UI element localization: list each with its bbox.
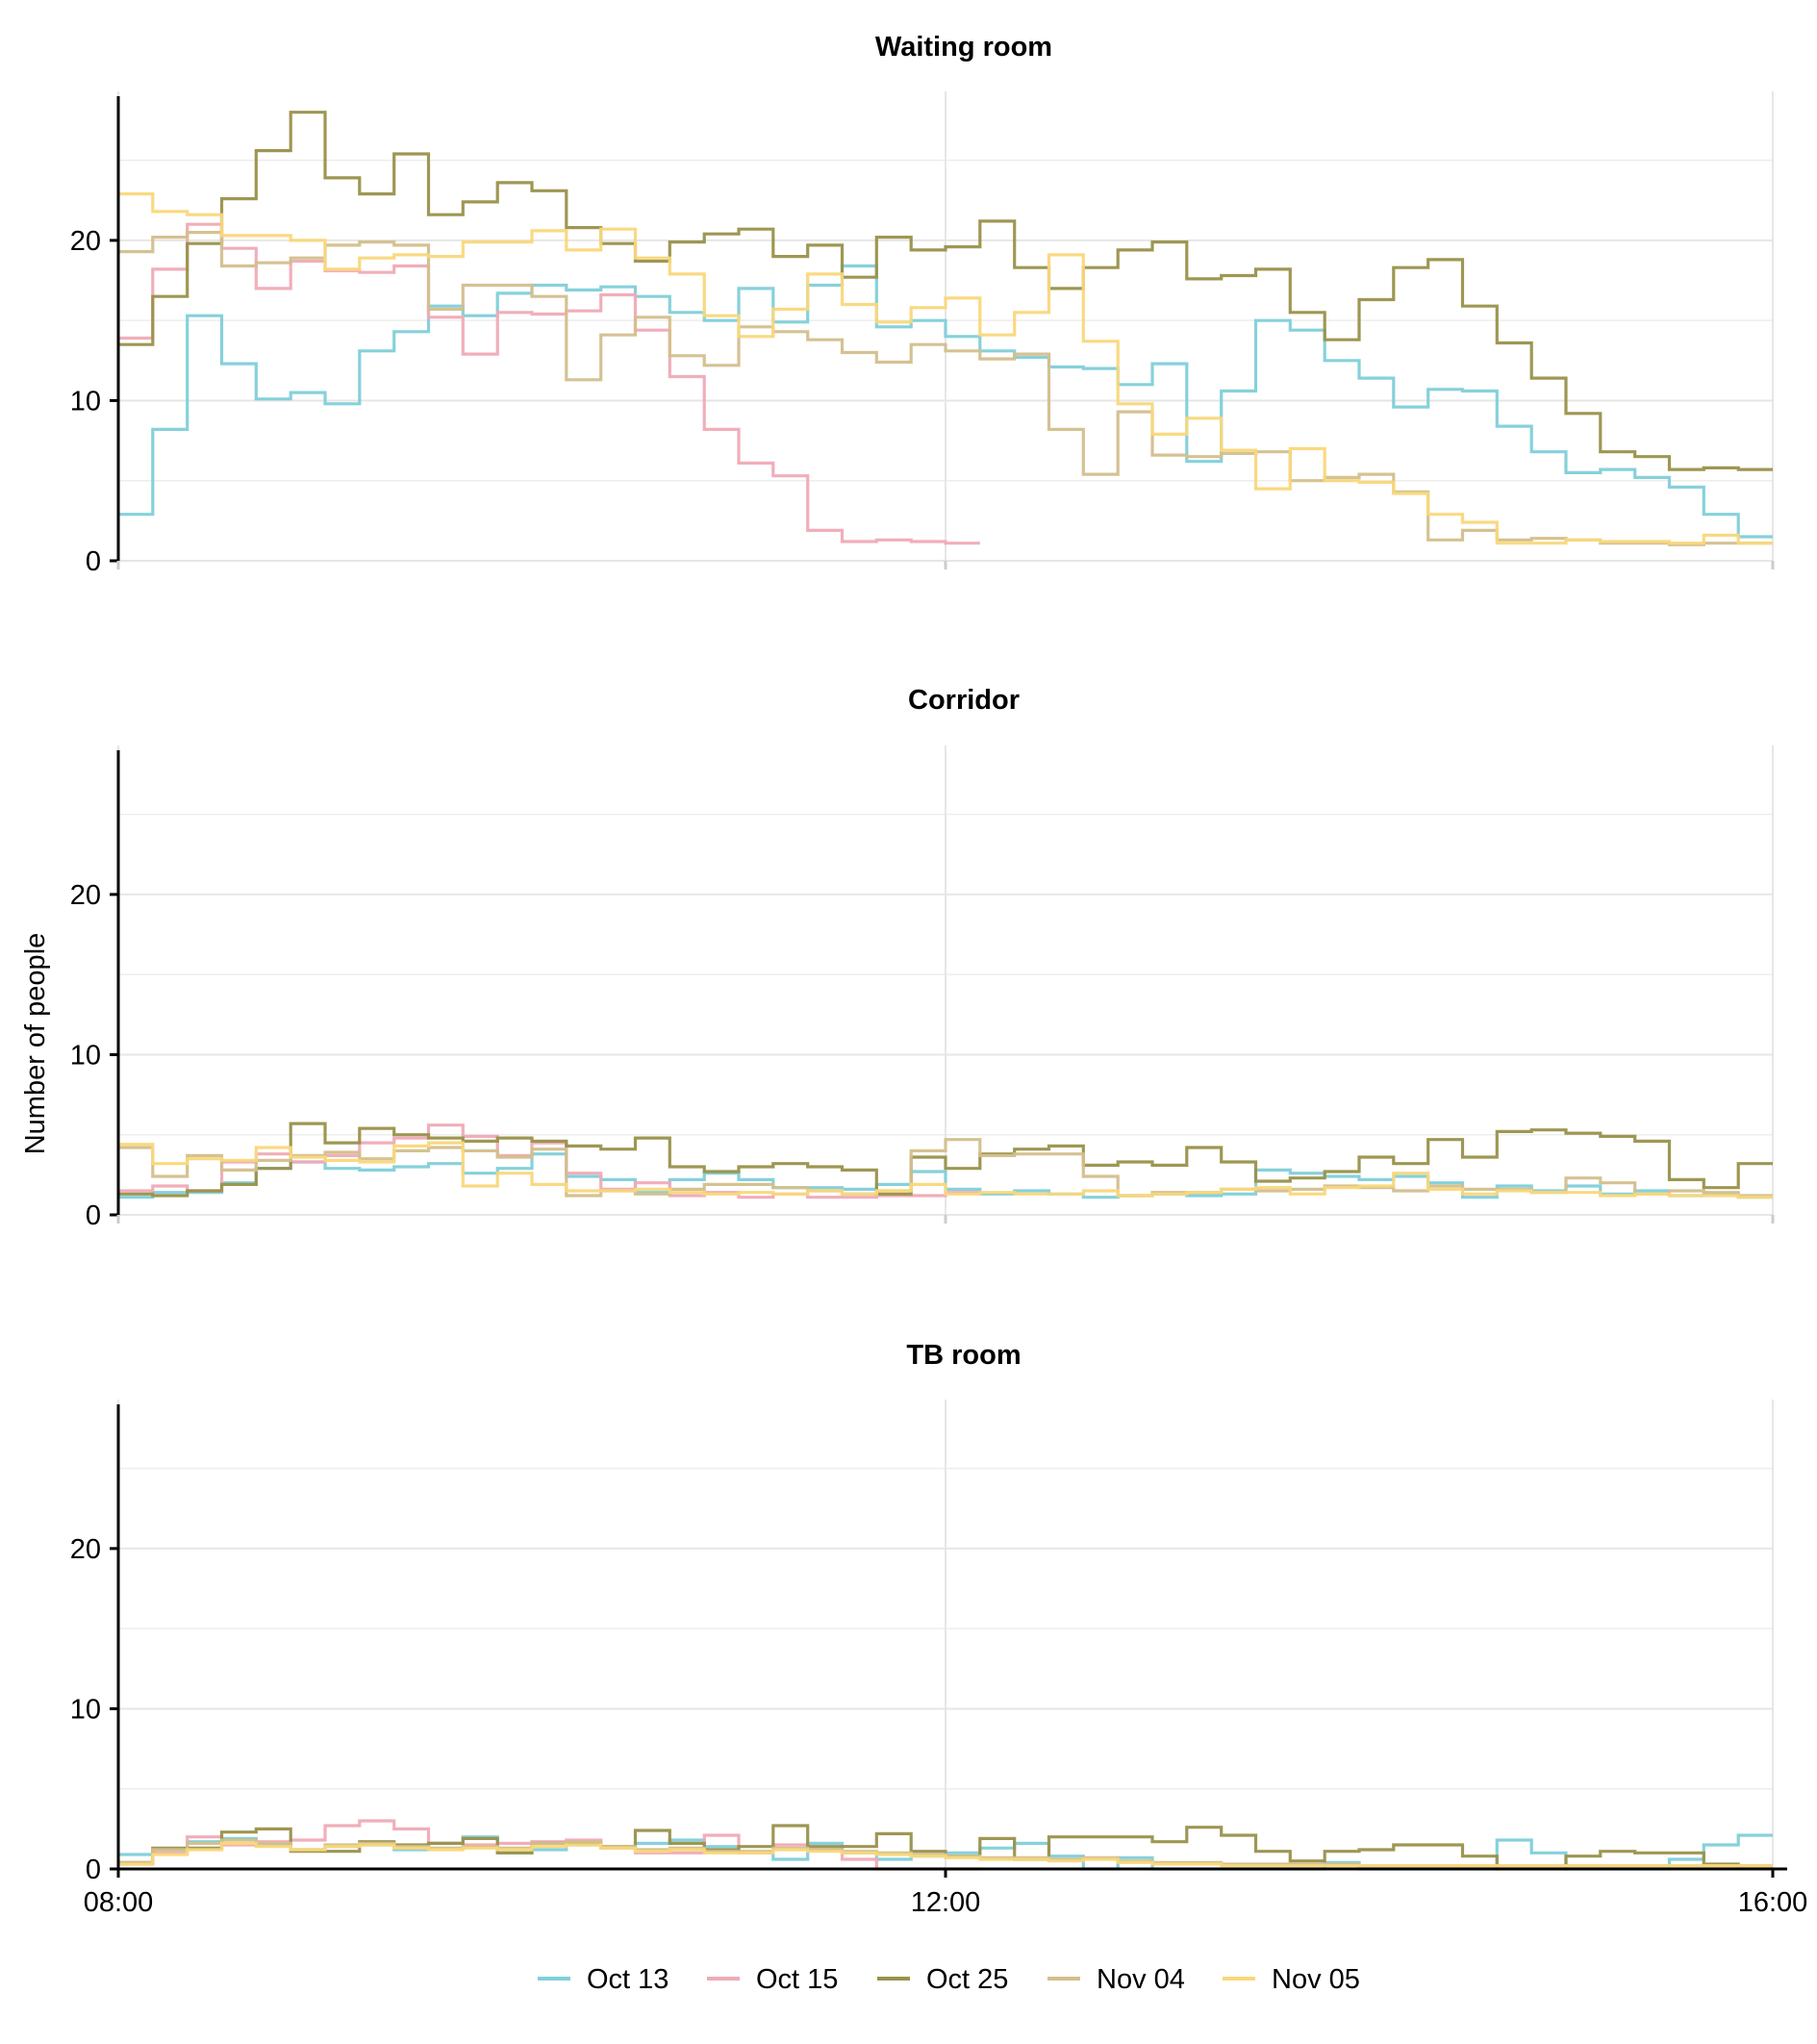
panel-title: Corridor bbox=[908, 685, 1020, 716]
legend-label: Oct 15 bbox=[756, 1964, 838, 1995]
legend-label: Oct 25 bbox=[926, 1964, 1008, 1995]
series-line-nov-05 bbox=[118, 1841, 1773, 1868]
y-axis-label: Number of people bbox=[20, 933, 51, 1155]
legend-label: Oct 13 bbox=[587, 1964, 669, 1995]
legend-item-oct-15: Oct 15 bbox=[707, 1964, 838, 1995]
panels: Waiting room 0 10 20 Corridor 0 10 20 TB room 0 10… bbox=[70, 32, 1808, 1918]
panel-title: Waiting room bbox=[875, 32, 1052, 63]
y-tick-label: 10 bbox=[70, 386, 101, 416]
legend-label: Nov 04 bbox=[1097, 1964, 1185, 1995]
y-tick-label: 0 bbox=[86, 1200, 101, 1231]
series-line-oct-25 bbox=[118, 111, 1773, 471]
y-tick-label: 20 bbox=[70, 880, 101, 911]
legend-label: Nov 05 bbox=[1272, 1964, 1360, 1995]
y-tick-label: 20 bbox=[70, 1534, 101, 1565]
series-line-nov-04 bbox=[118, 231, 1773, 546]
panel-title: TB room bbox=[906, 1340, 1021, 1371]
y-tick-label: 20 bbox=[70, 226, 101, 257]
panel-waiting-room: Waiting room 0 10 20 bbox=[70, 32, 1775, 577]
legend-item-oct-25: Oct 25 bbox=[877, 1964, 1008, 1995]
series-group bbox=[118, 1122, 1773, 1199]
legend-item-oct-13: Oct 13 bbox=[538, 1964, 669, 1995]
panel-tb-room: TB room 0 10 20 08:00 12:00 16:00 bbox=[70, 1340, 1808, 1918]
y-tick-label: 0 bbox=[86, 1855, 101, 1885]
y-tick-label: 0 bbox=[86, 546, 101, 577]
grid bbox=[117, 1400, 1774, 1870]
x-tick-label: 12:00 bbox=[911, 1887, 981, 1918]
y-tick-label: 10 bbox=[70, 1040, 101, 1071]
series-line-oct-25 bbox=[118, 1824, 1773, 1871]
legend-item-nov-05: Nov 05 bbox=[1223, 1964, 1360, 1995]
series-line-nov-05 bbox=[118, 192, 1773, 545]
x-tick-label: 08:00 bbox=[84, 1887, 154, 1918]
x-tick-label: 16:00 bbox=[1738, 1887, 1808, 1918]
legend: Oct 13 Oct 15 Oct 25 Nov 04 Nov 05 bbox=[538, 1964, 1360, 1995]
series-line-nov-05 bbox=[118, 1141, 1773, 1199]
series-group bbox=[118, 111, 1773, 546]
panel-corridor: Corridor 0 10 20 bbox=[70, 685, 1775, 1231]
series-line-oct-15 bbox=[118, 222, 980, 545]
series-line-oct-13 bbox=[118, 264, 1773, 539]
series-line-oct-25 bbox=[118, 1122, 1773, 1198]
legend-item-nov-04: Nov 04 bbox=[1047, 1964, 1185, 1995]
y-tick-label: 10 bbox=[70, 1694, 101, 1725]
